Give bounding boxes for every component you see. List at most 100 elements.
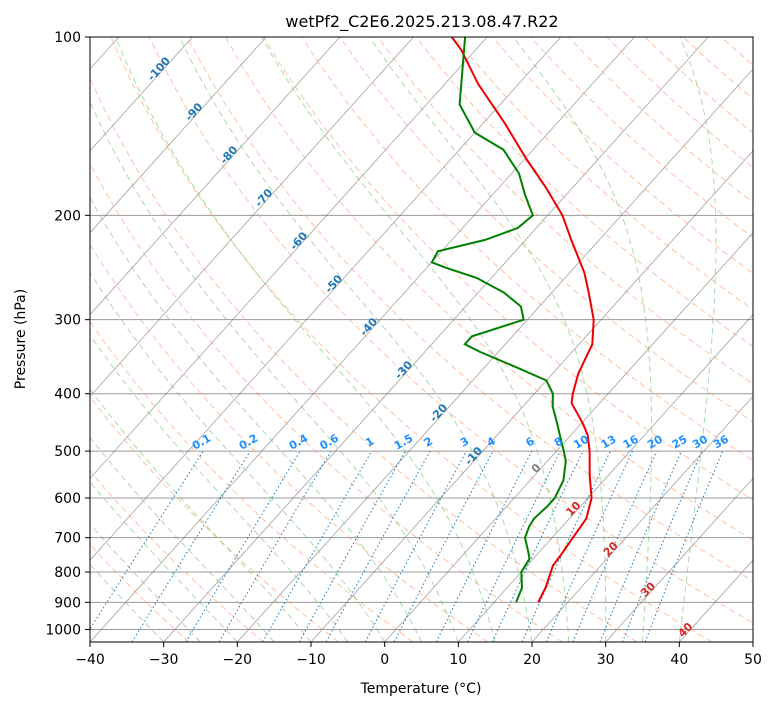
isotherm-line bbox=[311, 37, 775, 642]
warm-isotherm-label: 10 bbox=[563, 499, 583, 519]
isotherm-line bbox=[164, 37, 709, 642]
mixing-ratio-line bbox=[186, 451, 300, 642]
mixing-ratio-line bbox=[263, 451, 372, 642]
mixing-ratio-line bbox=[645, 451, 723, 642]
isotherm-label: -30 bbox=[392, 358, 415, 382]
warm-isotherm-label: 30 bbox=[638, 579, 658, 599]
isotherm-line bbox=[679, 37, 775, 642]
isotherm-label: -50 bbox=[322, 272, 345, 296]
dry-adiabat-line bbox=[378, 37, 775, 642]
mixing-ratio-label: 1 bbox=[363, 435, 376, 450]
isotherm-line bbox=[90, 37, 635, 642]
warm-isotherm-label: 40 bbox=[675, 620, 695, 640]
mixing-ratio-line bbox=[299, 451, 405, 642]
moist-adiabat-line bbox=[513, 37, 651, 642]
dry-adiabat-line bbox=[683, 37, 775, 642]
moist-adiabat-line bbox=[0, 37, 385, 642]
dry-adiabat-line bbox=[0, 37, 263, 642]
moist-adiabat-line bbox=[0, 37, 201, 642]
isotherm-line bbox=[0, 37, 414, 642]
isotherm-line bbox=[753, 37, 775, 642]
isotherm-label: -70 bbox=[252, 186, 275, 210]
mixing-ratio-line bbox=[622, 451, 702, 642]
y-tick-label: 400 bbox=[54, 387, 81, 403]
mixing-ratio-label: 6 bbox=[523, 434, 536, 449]
isotherm-label: -60 bbox=[287, 229, 310, 253]
chart-title: wetPf2_C2E6.2025.213.08.47.R22 bbox=[285, 12, 558, 32]
isotherm-line bbox=[0, 37, 266, 642]
moist-adiabat-line bbox=[0, 37, 237, 642]
dry-adiabat-line bbox=[111, 37, 712, 642]
y-tick-label: 300 bbox=[54, 313, 81, 329]
mixing-ratio-label: 1.5 bbox=[392, 432, 415, 453]
x-tick-label: −30 bbox=[149, 652, 179, 668]
mixing-ratio-label: 3 bbox=[458, 435, 471, 450]
isotherm-line bbox=[0, 37, 487, 642]
dry-adiabat-line bbox=[0, 37, 338, 642]
y-tick-label: 1000 bbox=[45, 622, 81, 638]
x-tick-label: −20 bbox=[223, 652, 253, 668]
moist-adiabat-line bbox=[0, 37, 274, 642]
mixing-ratio-label: 20 bbox=[645, 432, 665, 451]
isotherm-label: -40 bbox=[357, 315, 380, 339]
mixing-ratio-label: 16 bbox=[621, 432, 641, 451]
y-axis: 100 200 300 400 500 600 700 800 900 1000 bbox=[45, 30, 90, 638]
moist-adiabat-line bbox=[679, 37, 716, 642]
y-tick-label: 100 bbox=[54, 30, 81, 46]
mixing-ratio-line bbox=[326, 451, 430, 642]
y-tick-label: 900 bbox=[54, 595, 81, 611]
isotherm-label: -20 bbox=[427, 401, 450, 425]
background-lines bbox=[0, 37, 775, 642]
y-tick-label: 800 bbox=[54, 565, 81, 581]
x-tick-label: 30 bbox=[597, 652, 615, 668]
x-tick-label: −40 bbox=[75, 652, 105, 668]
dry-adiabat-line bbox=[607, 37, 775, 642]
moist-adiabat-line bbox=[0, 37, 348, 642]
x-axis: −40 −30 −20 −10 0 10 20 30 40 50 bbox=[75, 642, 762, 668]
dry-adiabat-line bbox=[569, 37, 775, 642]
dry-adiabat-line bbox=[0, 37, 413, 642]
dry-adiabat-line bbox=[645, 37, 775, 642]
moist-adiabat-line bbox=[64, 37, 458, 642]
dry-adiabat-line bbox=[225, 37, 775, 642]
mixing-ratio-label: 0.2 bbox=[237, 432, 260, 453]
mixing-ratio-line bbox=[132, 451, 250, 642]
x-tick-label: 20 bbox=[523, 652, 541, 668]
y-tick-label: 700 bbox=[54, 531, 81, 547]
isotherm-line bbox=[16, 37, 561, 642]
x-tick-label: 10 bbox=[449, 652, 467, 668]
moist-adiabat-line bbox=[115, 37, 495, 642]
isotherm-line bbox=[532, 37, 775, 642]
mixing-ratio-line bbox=[468, 451, 561, 642]
dry-adiabat-line bbox=[0, 37, 488, 642]
mixing-ratio-label: 0.4 bbox=[287, 431, 311, 452]
warm-isotherm-label: 0 bbox=[529, 461, 544, 476]
x-tick-label: 40 bbox=[670, 652, 688, 668]
isotherm-label: -90 bbox=[182, 100, 205, 124]
isotherm-line bbox=[385, 37, 775, 642]
isotherm-label: -80 bbox=[217, 143, 240, 167]
mixing-ratio-line bbox=[365, 451, 466, 642]
y-tick-label: 600 bbox=[54, 491, 81, 507]
x-tick-label: −10 bbox=[296, 652, 326, 668]
dry-adiabat-line bbox=[721, 37, 775, 642]
x-tick-label: 50 bbox=[744, 652, 762, 668]
x-tick-label: 0 bbox=[380, 652, 389, 668]
y-tick-label: 500 bbox=[54, 444, 81, 460]
dry-adiabat-line bbox=[530, 37, 775, 642]
mixing-ratio-label: 25 bbox=[670, 433, 690, 452]
mixing-ratio-line bbox=[492, 451, 583, 642]
dry-adiabat-line bbox=[264, 37, 775, 642]
mixing-ratio-label: 2 bbox=[422, 435, 435, 450]
y-axis-label: Pressure (hPa) bbox=[13, 289, 29, 389]
mixing-ratio-label: 30 bbox=[690, 432, 710, 451]
moist-adiabat-line bbox=[22, 37, 422, 642]
isotherm-label: -100 bbox=[145, 54, 173, 83]
y-tick-label: 200 bbox=[54, 208, 81, 224]
mixing-ratio-label: 13 bbox=[599, 433, 619, 452]
moist-adiabat-line bbox=[370, 37, 606, 642]
mixing-ratio-label: 0.6 bbox=[318, 431, 342, 452]
